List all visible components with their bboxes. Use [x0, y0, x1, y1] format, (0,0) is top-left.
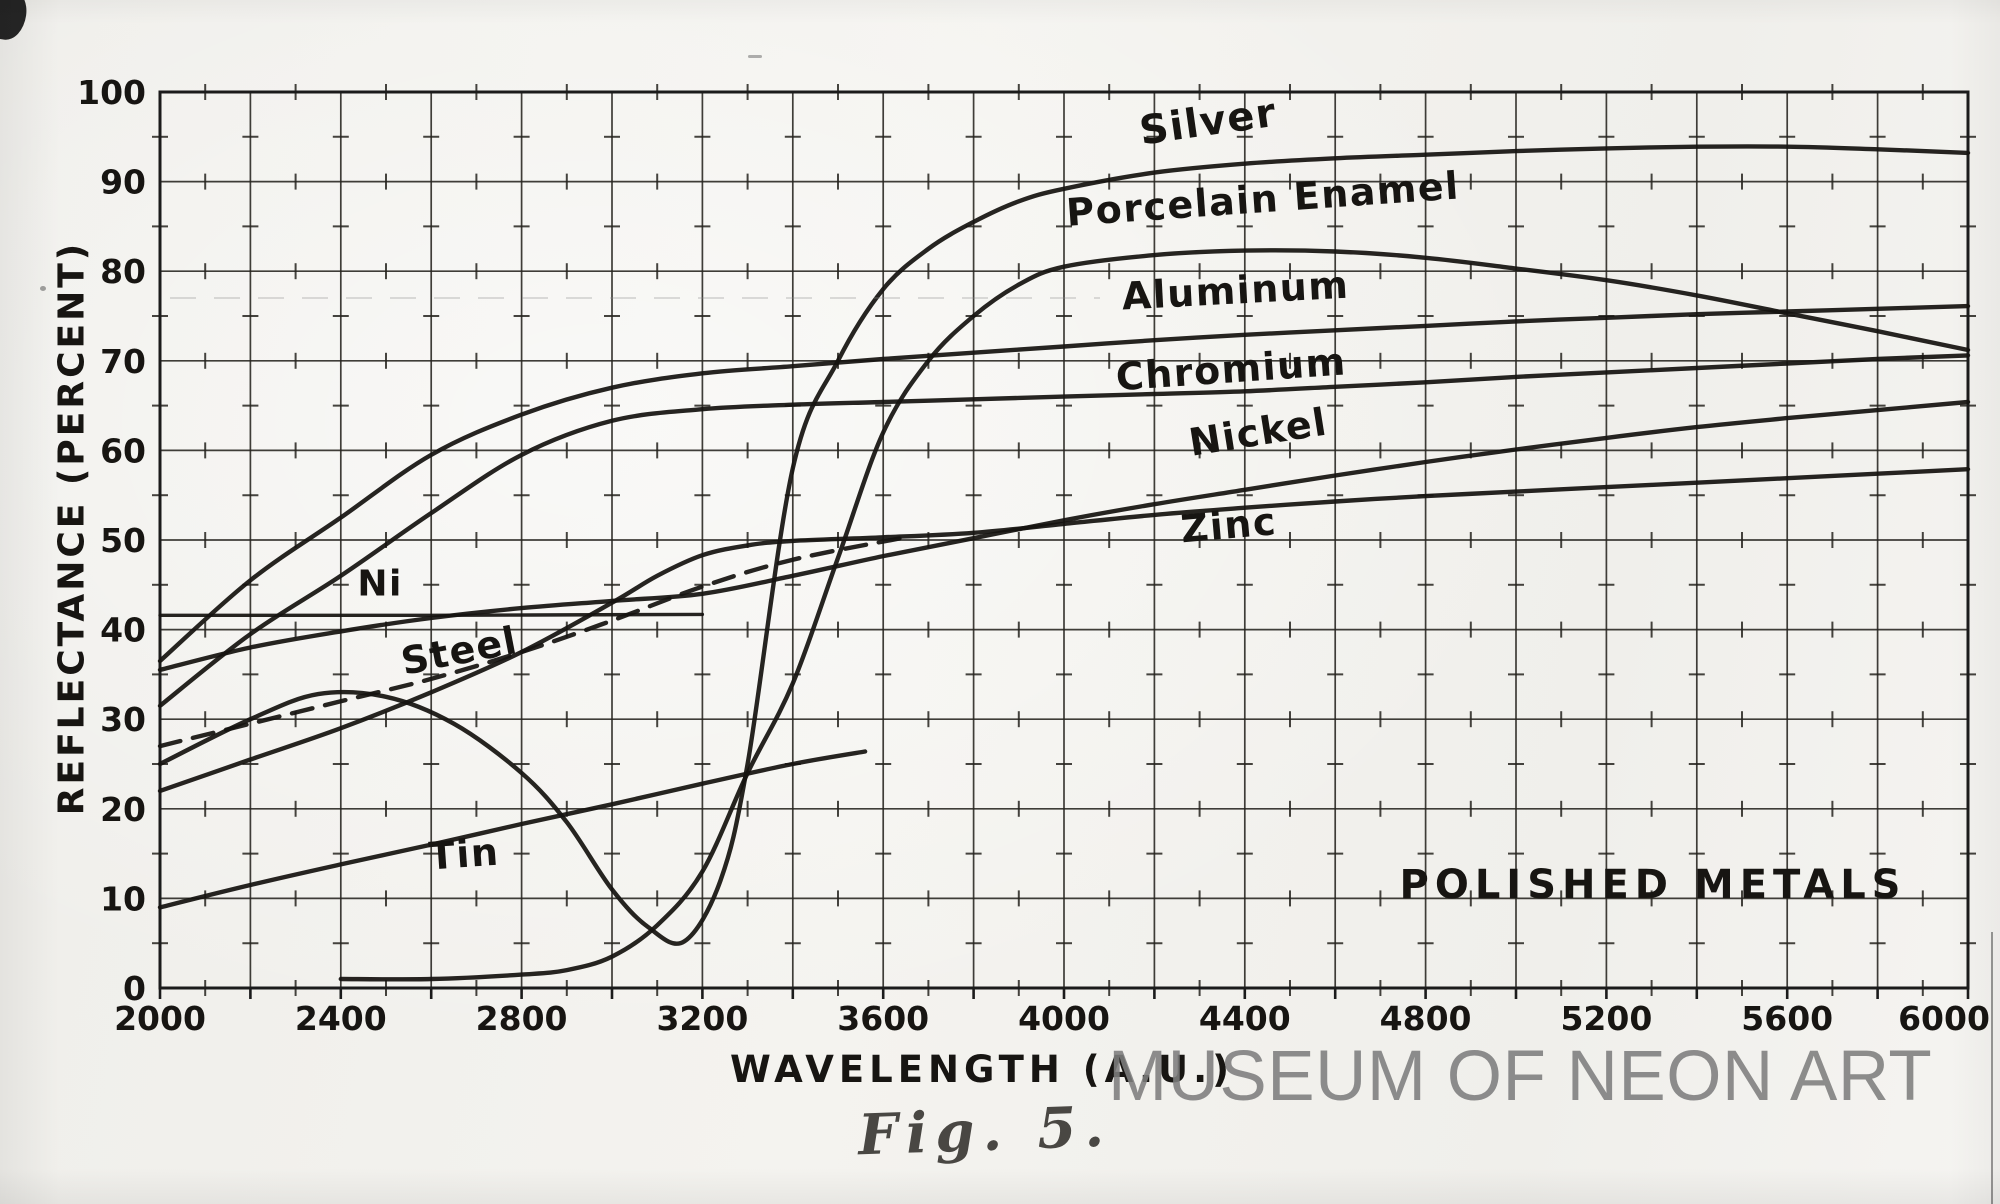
curve-chromium — [157, 353, 1971, 708]
y-tick-label-90: 90 — [100, 163, 146, 202]
curve-label-tin: Tin — [427, 830, 500, 879]
chart-title: POLISHED METALS — [1399, 862, 1907, 908]
scan-smudge — [40, 286, 46, 291]
curve-zinc — [157, 467, 1971, 794]
watermark: MUSEUM OF NEON ART — [1108, 1037, 1933, 1116]
x-tick-label-2400: 2400 — [295, 999, 387, 1038]
scan-streak-artifact — [170, 297, 1100, 299]
curve-label-chromium: Chromium — [1114, 339, 1348, 399]
curve-labels: AluminumChromiumNickelZincNiSteelTinPorc… — [357, 90, 1461, 879]
minor-ticks — [152, 84, 1976, 996]
plot-border — [158, 90, 1970, 990]
curve-label-porcelain-enamel: Porcelain Enamel — [1065, 163, 1461, 234]
x-tick-label-4800: 4800 — [1380, 999, 1472, 1038]
curve-label-zinc: Zinc — [1179, 499, 1279, 551]
y-tick-label-30: 30 — [100, 700, 146, 739]
x-axis-title: WAVELENGTH (A.U.) — [729, 1048, 1235, 1091]
x-tick-label-2800: 2800 — [476, 999, 568, 1038]
x-tick-label-5600: 5600 — [1741, 999, 1833, 1038]
y-tick-labels: 0 10 20 30 40 50 60 70 80 90 100 — [77, 73, 146, 1008]
curve-label-steel: Steel — [397, 618, 521, 684]
curve-ni — [158, 612, 705, 618]
scan-edge-line — [1991, 932, 1993, 1204]
y-tick-label-10: 10 — [100, 879, 146, 918]
x-tick-label-4400: 4400 — [1199, 999, 1291, 1038]
curve-silver — [157, 144, 1971, 946]
curve-aluminum — [157, 303, 1971, 664]
y-tick-label-70: 70 — [100, 342, 146, 381]
curve-label-ni: Ni — [357, 564, 402, 605]
x-tick-label-5200: 5200 — [1560, 999, 1652, 1038]
curve-steel — [157, 535, 908, 749]
x-tick-label-6000: 6000 — [1898, 999, 1990, 1038]
y-tick-label-60: 60 — [100, 431, 146, 470]
x-tick-label-4000: 4000 — [1018, 999, 1110, 1038]
x-tick-label-3600: 3600 — [837, 999, 929, 1038]
axis-ticks — [158, 988, 1970, 999]
y-tick-label-20: 20 — [100, 790, 146, 829]
figure-caption: Fig. 5. — [857, 1093, 1113, 1169]
curve-tin — [157, 749, 868, 910]
y-tick-label-50: 50 — [100, 521, 146, 560]
y-axis-title: REFLECTANCE (PERCENT) — [51, 240, 93, 816]
curve-label-silver: Silver — [1137, 90, 1280, 155]
curve-label-nickel: Nickel — [1186, 400, 1331, 465]
curve-porcelain-enamel — [338, 248, 1971, 982]
x-tick-label-3200: 3200 — [656, 999, 748, 1038]
x-tick-label-2000: 2000 — [114, 999, 206, 1038]
y-tick-label-80: 80 — [100, 252, 146, 291]
x-tick-labels: 2000 2400 2800 3200 3600 4000 4400 4800 5200 5600… — [114, 999, 1990, 1038]
curves — [157, 144, 1971, 982]
y-tick-label-0: 0 — [123, 969, 146, 1008]
scan-smudge-2 — [748, 55, 762, 58]
y-tick-label-100: 100 — [77, 73, 146, 112]
y-tick-label-40: 40 — [100, 611, 146, 650]
